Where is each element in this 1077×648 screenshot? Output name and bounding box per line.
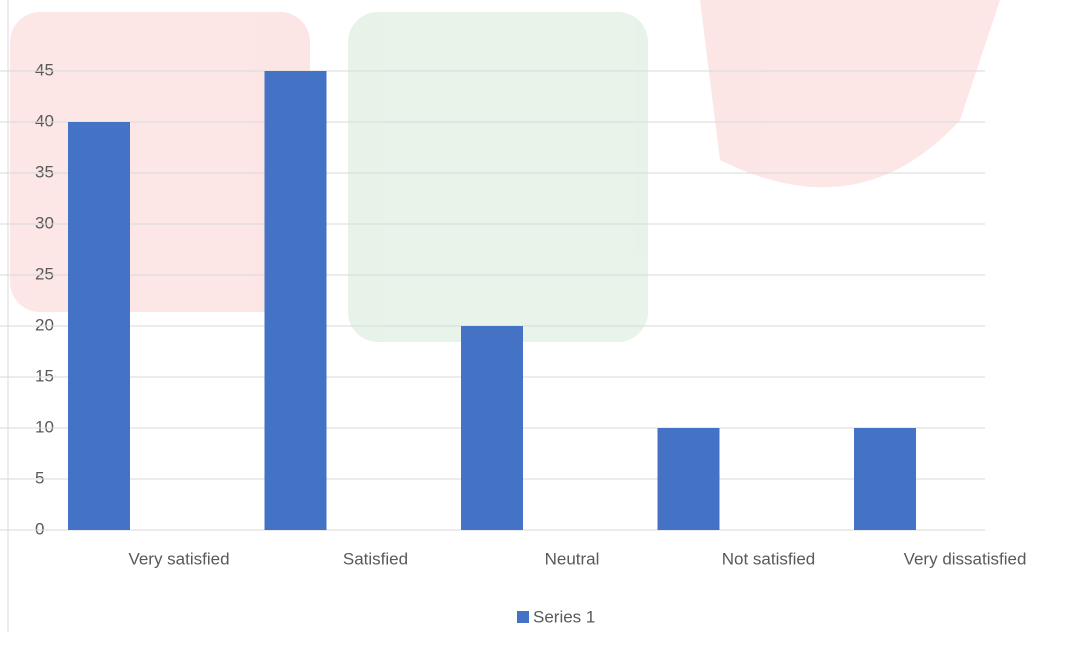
bar bbox=[854, 428, 916, 530]
y-tick-label: 0 bbox=[35, 519, 44, 538]
bar bbox=[657, 428, 720, 530]
legend-label: Series 1 bbox=[533, 607, 595, 626]
bar bbox=[461, 326, 523, 530]
x-tick-label: Very dissatisfied bbox=[904, 549, 1027, 568]
x-tick-label: Very satisfied bbox=[128, 549, 229, 568]
watermark bbox=[10, 0, 1000, 342]
legend-swatch bbox=[517, 611, 529, 623]
bar bbox=[264, 71, 327, 530]
y-tick-label: 45 bbox=[35, 60, 54, 79]
x-tick-label: Neutral bbox=[545, 549, 600, 568]
y-tick-label: 30 bbox=[35, 213, 54, 232]
x-tick-label: Not satisfied bbox=[722, 549, 816, 568]
x-tick-label: Satisfied bbox=[343, 549, 408, 568]
bar bbox=[68, 122, 130, 530]
y-tick-label: 40 bbox=[35, 111, 54, 130]
y-tick-label: 5 bbox=[35, 468, 44, 487]
watermark-shape bbox=[700, 0, 1000, 188]
y-tick-label: 10 bbox=[35, 417, 54, 436]
y-tick-label: 15 bbox=[35, 366, 54, 385]
y-tick-label: 25 bbox=[35, 264, 54, 283]
y-tick-label: 35 bbox=[35, 162, 54, 181]
y-tick-label: 20 bbox=[35, 315, 54, 334]
watermark-shape bbox=[348, 12, 648, 342]
